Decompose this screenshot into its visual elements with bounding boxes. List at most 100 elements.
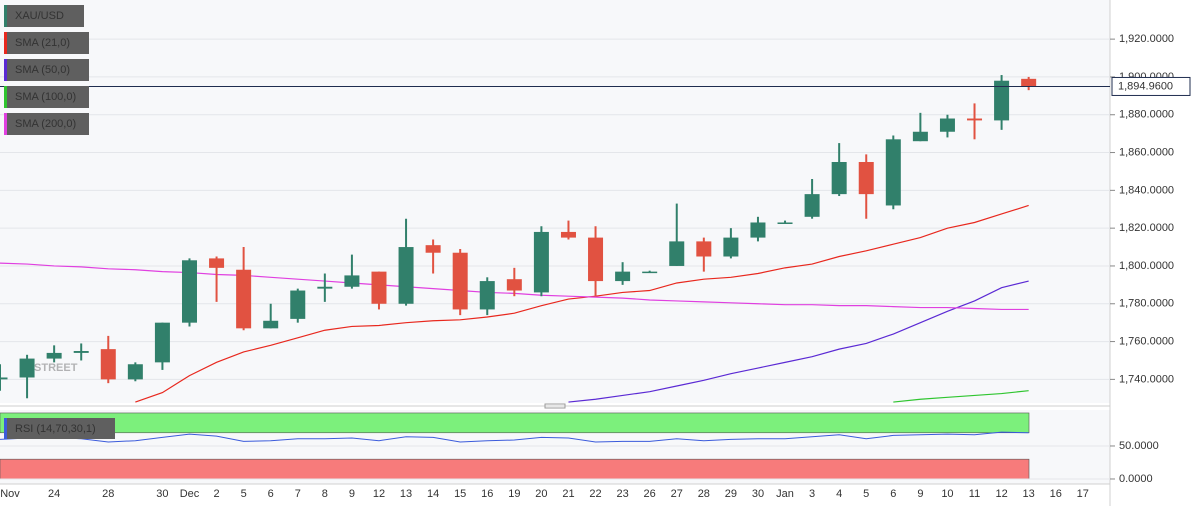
candle-body	[885, 139, 901, 206]
candle-body	[939, 118, 955, 132]
legend-swatch	[4, 418, 7, 439]
x-tick-label: 6	[268, 488, 274, 500]
candle-body	[236, 269, 252, 329]
candle-body	[209, 258, 225, 268]
plot-layer: FXSTREET	[0, 75, 1037, 403]
candle-body	[723, 237, 739, 257]
candle-body	[642, 271, 658, 274]
legend-box	[4, 418, 115, 439]
x-tick-label: 24	[48, 488, 60, 500]
legend-box	[4, 59, 89, 81]
x-tick-label: 10	[941, 488, 953, 500]
legend-box	[4, 113, 89, 135]
x-tick-label: 20	[535, 488, 547, 500]
candle-body	[127, 364, 143, 380]
y-tick-label: 1,880.0000	[1119, 109, 1174, 121]
legend-swatch	[4, 86, 7, 108]
y-tick-label: 1,920.0000	[1119, 33, 1174, 45]
candle-body	[560, 231, 576, 238]
x-tick-label: 15	[454, 488, 466, 500]
candle-body	[615, 271, 631, 282]
x-tick-label: 26	[644, 488, 656, 500]
x-tick-label: 16	[481, 488, 493, 500]
candle-body	[46, 352, 62, 359]
candle-body	[19, 358, 35, 378]
candle-body	[73, 351, 89, 353]
candle-body	[967, 118, 983, 121]
legend-label: SMA (200,0)	[15, 118, 76, 130]
candle-body	[263, 320, 279, 329]
x-tick-label: 12	[995, 488, 1007, 500]
candle-body	[804, 194, 820, 217]
sma-line	[568, 280, 1029, 403]
rsi-layer	[0, 412, 1030, 480]
x-tick-label: 14	[427, 488, 439, 500]
rsi-band	[0, 412, 1030, 434]
x-tick-label: 7	[295, 488, 301, 500]
sma-line	[135, 204, 1029, 403]
x-tick-label: 9	[349, 488, 355, 500]
legend-label: RSI (14,70,30,1)	[15, 423, 96, 435]
last-price-box	[1111, 76, 1191, 96]
last-price-label: 1,894.9600	[1118, 80, 1173, 92]
x-tick-label: 2	[213, 488, 219, 500]
candle-body	[398, 247, 414, 304]
x-tick-label: 3	[809, 488, 815, 500]
legend-label: SMA (100,0)	[15, 91, 76, 103]
y-tick-label: 1,800.0000	[1119, 260, 1174, 272]
y-tick-label: 1,780.0000	[1119, 298, 1174, 310]
y-tick-label: 1,860.0000	[1119, 146, 1174, 158]
x-tick-label: Dec	[180, 488, 200, 500]
candle-body	[533, 231, 549, 293]
candle-body	[506, 279, 522, 291]
rsi-band	[0, 458, 1030, 480]
candle-body	[912, 131, 928, 142]
y-tick-label: 0.0000	[1119, 473, 1153, 485]
candle-body	[858, 161, 874, 195]
y-tick-label: 1,820.0000	[1119, 222, 1174, 234]
candle-body	[371, 271, 387, 304]
x-tick-label: 23	[616, 488, 628, 500]
candle-body	[100, 349, 116, 380]
y-tick-label: 1,760.0000	[1119, 335, 1174, 347]
legend-box	[4, 32, 89, 54]
candle-body	[994, 80, 1010, 121]
legend-swatch	[4, 32, 7, 54]
candle-body	[452, 252, 468, 310]
candle-body	[154, 322, 170, 363]
candle-body	[750, 222, 766, 238]
x-tick-label: 9	[917, 488, 923, 500]
legend-box	[4, 86, 89, 108]
legend-swatch	[4, 59, 7, 81]
x-tick-label: 16	[1050, 488, 1062, 500]
pane-handle[interactable]	[544, 403, 566, 409]
x-tick-label: 5	[863, 488, 869, 500]
legend-swatch	[4, 5, 7, 27]
main-plot-bg	[0, 0, 1110, 403]
candle-body	[831, 161, 847, 195]
candle-body	[588, 237, 604, 282]
x-tick-label: 29	[725, 488, 737, 500]
x-tick-label: 28	[698, 488, 710, 500]
candle-body	[479, 281, 495, 310]
candle-body	[1021, 78, 1037, 87]
candle-body	[696, 241, 712, 257]
x-tick-label: 11	[969, 488, 980, 500]
candle-body	[669, 241, 685, 266]
candle-body	[0, 377, 8, 380]
x-tick-label: 12	[373, 488, 385, 500]
candle-body	[344, 275, 360, 287]
x-tick-label: 19	[508, 488, 520, 500]
x-tick-label: 22	[589, 488, 601, 500]
y-tick-label: 1,740.0000	[1119, 373, 1174, 385]
x-tick-label: 6	[890, 488, 896, 500]
x-tick-label: 4	[836, 488, 842, 500]
legend-box	[4, 5, 84, 27]
legend-swatch	[4, 113, 7, 135]
x-tick-label: 21	[562, 488, 574, 500]
candle-body	[181, 260, 197, 323]
x-tick-label: 17	[1077, 488, 1089, 500]
y-tick-label: 50.0000	[1119, 440, 1159, 452]
candle-body	[290, 290, 306, 319]
